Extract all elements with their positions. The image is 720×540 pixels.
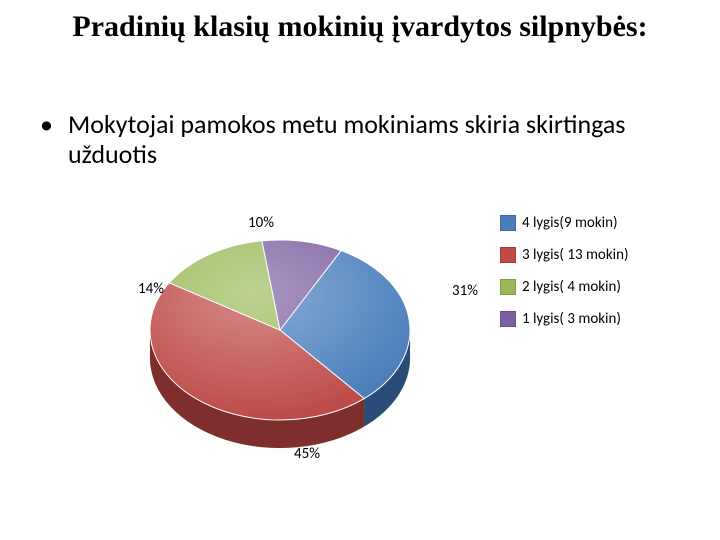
pie-chart: 4 lygis(9 mokin) 3 lygis( 13 mokin) 2 lygi… (60, 200, 680, 500)
slice-percent-label: 10% (248, 214, 274, 232)
legend-swatch (500, 311, 516, 327)
bullet-marker: • (40, 110, 68, 170)
legend-swatch (500, 215, 516, 231)
legend-item: 3 lygis( 13 mokin) (500, 246, 680, 264)
slice-percent-label: 14% (138, 280, 164, 298)
pie-canvas (140, 220, 420, 460)
bullet-text: Mokytojai pamokos metu mokiniams skiria … (68, 110, 680, 170)
legend-label: 1 lygis( 3 mokin) (522, 310, 621, 328)
legend-swatch (500, 279, 516, 295)
slide-title: Pradinių klasių mokinių įvardytos silpny… (0, 10, 720, 43)
legend-label: 4 lygis(9 mokin) (522, 214, 618, 232)
legend-item: 2 lygis( 4 mokin) (500, 278, 680, 296)
slide: { "title": "Pradinių klasių mokinių įvar… (0, 0, 720, 540)
legend-swatch (500, 247, 516, 263)
bullet-item: • Mokytojai pamokos metu mokiniams skiri… (40, 110, 680, 170)
legend-label: 3 lygis( 13 mokin) (522, 246, 629, 264)
legend-label: 2 lygis( 4 mokin) (522, 278, 621, 296)
legend-item: 4 lygis(9 mokin) (500, 214, 680, 232)
slice-percent-label: 31% (452, 282, 478, 300)
legend: 4 lygis(9 mokin) 3 lygis( 13 mokin) 2 lygi… (500, 200, 680, 342)
slice-percent-label: 45% (294, 445, 320, 463)
legend-item: 1 lygis( 3 mokin) (500, 310, 680, 328)
